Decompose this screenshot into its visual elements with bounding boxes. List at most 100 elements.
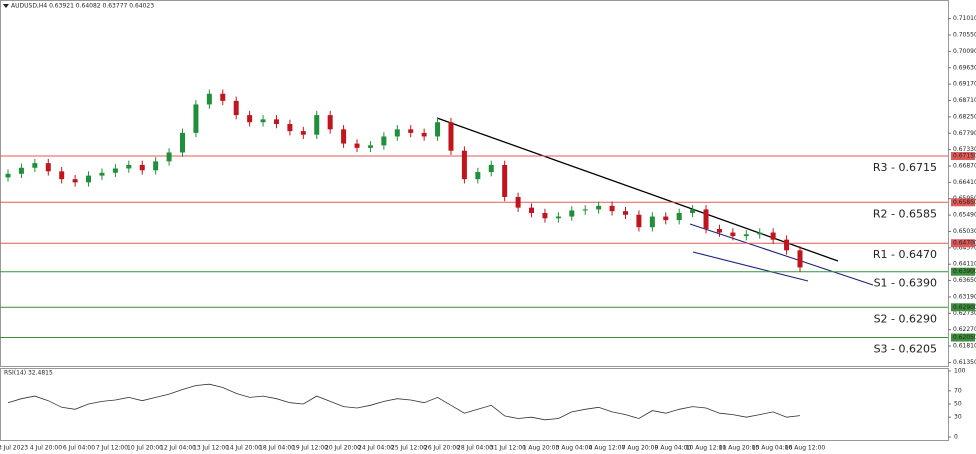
candle-body [99, 172, 105, 176]
candle-body [206, 93, 212, 105]
candle-body [582, 209, 588, 211]
y-tick-label: 0.70090 [953, 48, 976, 55]
x-tick-label: 15 Aug 04:00 [752, 445, 793, 452]
rsi-tick-label: 70 [954, 387, 962, 394]
candle-body [394, 129, 400, 137]
price-pane [0, 0, 949, 367]
level-label: R2 - 0.6585 [873, 207, 937, 220]
candle-body [596, 205, 602, 210]
y-tick-label: 0.68250 [953, 113, 976, 120]
candle-body [569, 210, 575, 217]
y-tick-label: 0.66410 [953, 179, 976, 186]
y-tick-label: 0.69630 [953, 64, 976, 71]
level-axis-label: 0.62900 [953, 304, 976, 311]
y-tick-label: 0.61350 [953, 359, 976, 366]
candle-body [609, 205, 615, 212]
candle-body [475, 172, 481, 180]
level-label: R1 - 0.6470 [873, 248, 937, 261]
candle-body [314, 115, 320, 135]
candle-body [354, 143, 360, 148]
candle-body [32, 163, 38, 168]
candle-body [180, 132, 186, 153]
candle-body [233, 100, 239, 116]
y-tick-label: 0.68710 [953, 97, 976, 104]
candle-body [327, 115, 333, 130]
level-axis-box [951, 333, 975, 342]
candle-body [730, 232, 736, 237]
y-tick-label: 0.67330 [953, 146, 976, 153]
candle-body [770, 232, 776, 240]
candle-body [220, 93, 226, 101]
candle-body [367, 145, 373, 148]
candle-body [542, 212, 548, 219]
rsi-tick-label: 50 [954, 401, 962, 408]
channel-lower [692, 251, 809, 282]
candle-body [676, 212, 682, 221]
x-tick-label: 14 Jul 20:00 [226, 445, 262, 452]
candle-body [529, 207, 535, 213]
y-tick-label: 0.61810 [953, 343, 976, 350]
x-tick-label: 7 Jul 12:00 [96, 445, 128, 452]
candle-body [703, 209, 709, 229]
candle-body [300, 131, 306, 135]
candle-body [86, 175, 92, 183]
y-tick-label: 0.64570 [953, 244, 976, 251]
candle-body [72, 179, 78, 183]
candle-body [743, 234, 749, 237]
x-tick-label: 6 Jul 04:00 [63, 445, 95, 452]
x-tick-label: 10 Aug 12:00 [686, 445, 727, 452]
x-tick-label: 26 Jul 20:00 [424, 445, 460, 452]
x-tick-label: 18 Jul 04:00 [259, 445, 295, 452]
candle-body [59, 171, 65, 180]
channel-upper [689, 223, 874, 286]
level-axis-label: 0.64700 [953, 240, 976, 247]
x-tick-label: 3 Jul 2023 [0, 445, 28, 452]
candle-body [166, 152, 172, 162]
x-tick-label: 4 Jul 20:00 [30, 445, 62, 452]
candle-body [757, 232, 763, 235]
rsi-tick-label: 100 [954, 368, 966, 375]
level-label: S3 - 0.6205 [874, 343, 937, 356]
y-tick-label: 0.65490 [953, 212, 976, 219]
x-tick-label: 24 Jul 04:00 [358, 445, 394, 452]
y-tick-label: 0.66870 [953, 162, 976, 169]
rsi-tick-label: 30 [954, 414, 962, 421]
candle-body [663, 216, 669, 221]
candle-body [153, 161, 159, 171]
chart-title: AUDUSD,H4 0.63921 0.64082 0.63777 0.6402… [11, 3, 154, 10]
x-tick-label: 16 Aug 12:00 [785, 445, 826, 452]
x-tick-label: 3 Aug 04:00 [556, 445, 593, 452]
candle-body [461, 150, 467, 180]
candle-body [716, 228, 722, 233]
candle-body [260, 119, 266, 123]
rsi-tick-label: 0 [954, 434, 958, 441]
x-tick-label: 1 Aug 20:00 [523, 445, 560, 452]
y-tick-label: 0.69170 [953, 81, 976, 88]
level-label: R3 - 0.6715 [873, 161, 937, 174]
candle-body [636, 214, 642, 228]
candle-body [247, 115, 253, 123]
candle-body [690, 209, 696, 213]
y-tick-label: 0.63190 [953, 293, 976, 300]
candle-body [435, 122, 441, 137]
level-axis-box [951, 303, 975, 312]
rsi-title: RSI(14) 32.4815 [4, 370, 53, 377]
candle-body [381, 136, 387, 146]
y-tick-label: 0.62270 [953, 326, 976, 333]
candle-body [126, 164, 132, 169]
level-axis-box [951, 239, 975, 248]
candle-body [797, 250, 803, 268]
x-tick-label: 11 Aug 20:00 [719, 445, 760, 452]
x-tick-label: 12 Jul 04:00 [160, 445, 196, 452]
candle-body [448, 122, 454, 151]
x-tick-label: 10 Jul 20:00 [127, 445, 163, 452]
level-label: S2 - 0.6290 [874, 312, 937, 325]
level-axis-box [951, 152, 975, 161]
rsi-line [7, 383, 801, 421]
candle-body [193, 104, 199, 133]
x-tick-label: 31 Jul 12:00 [490, 445, 526, 452]
y-tick-label: 0.62730 [953, 310, 976, 317]
level-axis-label: 0.62050 [953, 334, 976, 341]
candle-body [649, 216, 655, 228]
